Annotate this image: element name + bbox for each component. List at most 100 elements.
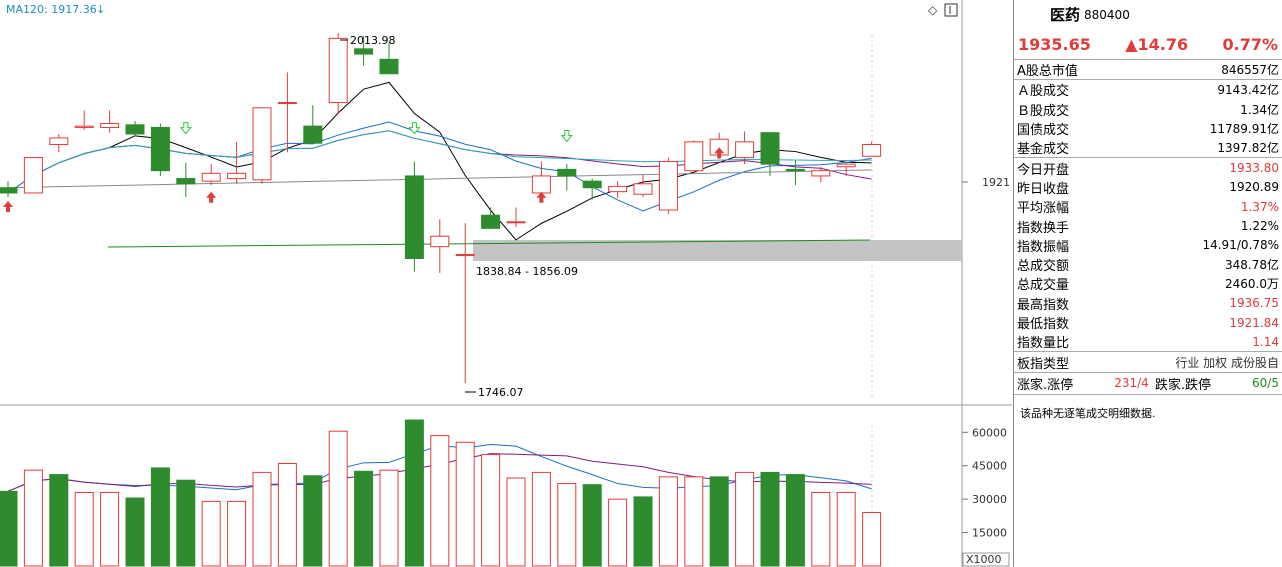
stat-row: Ａ股成交 9143.42亿	[1014, 80, 1282, 99]
candle-body	[862, 143, 882, 157]
volume-bar	[684, 476, 704, 567]
stat-value: 348.78亿	[1225, 258, 1279, 273]
price-axis-tick: 1921	[982, 176, 1010, 189]
gap-range-annotation: 1838.84 - 1856.09	[476, 265, 578, 278]
volume-bar	[531, 471, 551, 567]
candle	[23, 157, 43, 194]
candle-body	[658, 161, 678, 211]
stat-row: 今日开盘 1933.80	[1014, 158, 1282, 178]
stat-row: 基金成交 1397.82亿	[1014, 138, 1282, 159]
candle	[506, 207, 526, 228]
candle	[531, 161, 551, 196]
stat-label: Ａ股成交	[1017, 84, 1070, 100]
buy-arrow-icon	[206, 191, 217, 203]
candle-body	[303, 125, 323, 144]
candle-body	[150, 126, 170, 172]
candle-body	[760, 132, 780, 165]
candle	[379, 42, 399, 75]
candle	[557, 164, 577, 191]
candle	[658, 157, 678, 214]
candle-body	[531, 175, 551, 194]
candle-body	[633, 183, 653, 195]
candle-body	[0, 187, 18, 194]
high-annotation: 2013.98	[350, 34, 396, 47]
volume-bar	[354, 470, 374, 567]
candle-body	[481, 214, 501, 229]
stat-row: 总成交量 2460.0万	[1014, 274, 1282, 293]
up-count-label: 涨家.涨停	[1017, 377, 1074, 393]
candlestick-series	[0, 33, 882, 383]
candle	[404, 161, 424, 272]
quote-header: 医药 880400	[1014, 0, 1282, 29]
candle	[582, 178, 602, 200]
candle	[227, 141, 247, 184]
candle	[0, 181, 18, 197]
volume-bar	[379, 469, 399, 567]
stat-row: 板指类型 行业 加权 成份股自	[1014, 352, 1282, 373]
volume-bar	[633, 496, 653, 567]
candle	[176, 162, 196, 197]
volume-tick-label: 15000	[972, 527, 1007, 540]
stat-label: 指数振幅	[1017, 239, 1070, 255]
volume-bar	[277, 462, 297, 567]
candle	[430, 219, 450, 273]
stat-value: 9143.42亿	[1217, 83, 1279, 98]
volume-axis-ticks: 60000 45000 30000 15000	[962, 426, 1007, 540]
buy-arrow-icon	[714, 147, 725, 159]
buy-arrow-icon	[3, 200, 13, 212]
candle-body	[608, 185, 628, 193]
stat-row: 指数量比 1.14	[1014, 332, 1282, 353]
stat-label: 指数量比	[1017, 336, 1070, 352]
candle-body	[684, 141, 704, 172]
kline-chart[interactable]: MA120: 1917.36 ↓ ◇ 2013.98 1746.07 1838.…	[0, 0, 1012, 567]
candle	[150, 123, 170, 176]
volume-bar	[176, 479, 196, 567]
volume-tick-label: 60000	[972, 426, 1007, 439]
stat-value: 1920.89	[1229, 180, 1279, 195]
diamond-icon[interactable]: ◇	[928, 3, 938, 17]
stat-value: 1936.75	[1229, 296, 1279, 311]
stat-row: 指数振幅 14.91/0.78%	[1014, 236, 1282, 255]
stat-label: 昨日收盘	[1017, 181, 1070, 197]
candle-body	[201, 172, 221, 182]
index-code: 880400	[1084, 7, 1130, 22]
candle-body	[455, 254, 475, 257]
candle-body	[404, 175, 424, 259]
volume-bars	[0, 419, 882, 567]
candle-body	[557, 168, 577, 177]
stat-label: A股总市值	[1017, 64, 1078, 80]
candle	[74, 110, 94, 131]
volume-bar	[836, 491, 856, 567]
volume-bar	[227, 500, 247, 567]
stat-value: 行业 加权 成份股自	[1175, 355, 1279, 370]
volume-unit-label: X1000	[966, 553, 1002, 566]
ma120-line	[7, 169, 872, 189]
candle-body	[252, 107, 272, 181]
volume-bar	[760, 471, 780, 567]
stat-value: 1.34亿	[1240, 102, 1279, 117]
volume-bar	[430, 435, 450, 567]
stat-row: 指数换手 1.22%	[1014, 216, 1282, 236]
candle	[862, 141, 882, 157]
candle	[100, 110, 120, 133]
candle	[836, 161, 856, 176]
candle	[125, 120, 145, 137]
candle-body	[735, 141, 755, 159]
buy-arrow-icon	[536, 191, 547, 203]
stat-label: 总成交额	[1017, 259, 1070, 275]
candle	[633, 174, 653, 197]
stat-row: A股总市值 846557亿	[1014, 60, 1282, 81]
candle-body	[176, 178, 196, 185]
volume-bar	[252, 471, 272, 567]
stat-row: 最低指数 1921.84	[1014, 313, 1282, 333]
stat-value: 2460.0万	[1225, 277, 1279, 292]
candle-body	[836, 163, 856, 168]
up-count-value: 231/4	[1114, 376, 1149, 391]
volume-bar	[455, 441, 475, 567]
price-change: ▲14.76	[1125, 34, 1189, 54]
volume-bar	[23, 469, 43, 567]
candle	[328, 33, 348, 115]
candle-body	[785, 168, 805, 172]
volume-bar	[481, 454, 501, 567]
panel-toggle-icon[interactable]	[944, 3, 958, 17]
